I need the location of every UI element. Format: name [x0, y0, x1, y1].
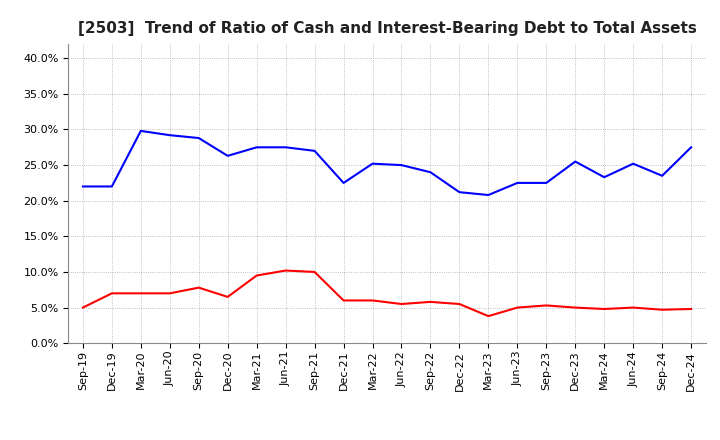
Interest-Bearing Debt — [455, 190, 464, 195]
Interest-Bearing Debt — [397, 162, 406, 168]
Cash — [600, 306, 608, 312]
Interest-Bearing Debt — [282, 145, 290, 150]
Cash — [426, 299, 435, 304]
Cash — [484, 313, 492, 319]
Cash — [368, 298, 377, 303]
Cash — [166, 291, 174, 296]
Interest-Bearing Debt — [542, 180, 551, 186]
Interest-Bearing Debt — [513, 180, 522, 186]
Interest-Bearing Debt — [484, 192, 492, 198]
Cash — [310, 269, 319, 275]
Interest-Bearing Debt — [310, 148, 319, 154]
Interest-Bearing Debt — [571, 159, 580, 164]
Interest-Bearing Debt — [252, 145, 261, 150]
Cash — [252, 273, 261, 278]
Cash — [137, 291, 145, 296]
Cash — [455, 301, 464, 307]
Cash — [513, 305, 522, 310]
Cash — [629, 305, 637, 310]
Cash — [339, 298, 348, 303]
Cash — [223, 294, 232, 300]
Interest-Bearing Debt — [107, 184, 116, 189]
Line: Interest-Bearing Debt: Interest-Bearing Debt — [83, 131, 691, 195]
Line: Cash: Cash — [83, 271, 691, 316]
Cash — [542, 303, 551, 308]
Title: [2503]  Trend of Ratio of Cash and Interest-Bearing Debt to Total Assets: [2503] Trend of Ratio of Cash and Intere… — [78, 21, 696, 36]
Cash — [107, 291, 116, 296]
Interest-Bearing Debt — [78, 184, 87, 189]
Interest-Bearing Debt — [339, 180, 348, 186]
Cash — [658, 307, 667, 312]
Interest-Bearing Debt — [687, 145, 696, 150]
Cash — [282, 268, 290, 273]
Interest-Bearing Debt — [166, 132, 174, 138]
Cash — [687, 306, 696, 312]
Interest-Bearing Debt — [629, 161, 637, 166]
Cash — [194, 285, 203, 290]
Interest-Bearing Debt — [368, 161, 377, 166]
Interest-Bearing Debt — [600, 175, 608, 180]
Cash — [571, 305, 580, 310]
Interest-Bearing Debt — [426, 169, 435, 175]
Interest-Bearing Debt — [223, 153, 232, 158]
Interest-Bearing Debt — [137, 128, 145, 134]
Cash — [397, 301, 406, 307]
Cash — [78, 305, 87, 310]
Interest-Bearing Debt — [194, 136, 203, 141]
Interest-Bearing Debt — [658, 173, 667, 179]
